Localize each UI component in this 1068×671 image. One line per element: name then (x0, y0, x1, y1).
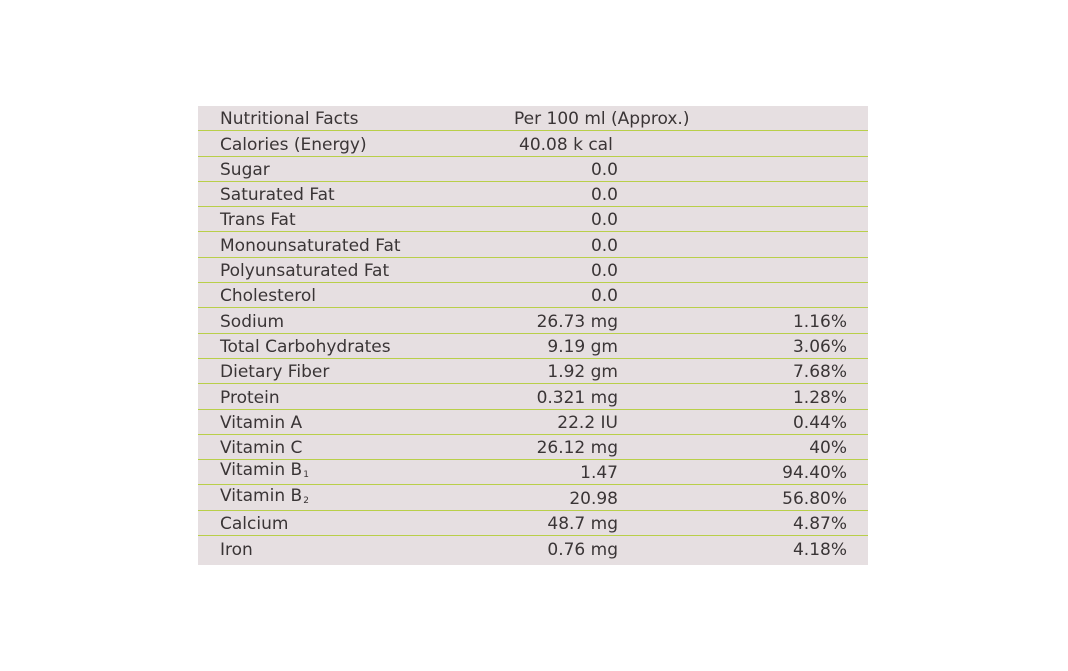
nutrient-amount: 0.0 (590, 159, 618, 180)
table-header-row: Nutritional Facts Per 100 ml (Approx.) (198, 106, 868, 132)
nutrient-name: Protein (220, 387, 280, 408)
nutrient-name: Monounsaturated Fat (220, 235, 401, 256)
nutrition-facts-table: Nutritional Facts Per 100 ml (Approx.) C… (198, 106, 868, 565)
nutrient-name: Sugar (220, 159, 270, 180)
nutrient-amount: 0.76 mg (547, 540, 618, 561)
nutrient-amount: 9.19 gm (547, 336, 618, 357)
nutrient-name-subscript: 1 (303, 470, 309, 481)
nutrient-name: Calories (Energy) (220, 134, 367, 155)
nutrient-daily-value: 4.87% (792, 514, 847, 535)
nutrient-name: Vitamin B2 (220, 485, 309, 506)
table-row: Sodium 26.73 mg 1.16% (198, 308, 868, 334)
table-row: Trans Fat 0.0 (198, 207, 868, 233)
table-row: Monounsaturated Fat 0.0 (198, 233, 868, 258)
nutrient-daily-value: 1.16% (792, 311, 847, 332)
nutrient-name: Cholesterol (220, 286, 316, 307)
nutrient-name: Total Carbohydrates (220, 336, 391, 357)
nutrient-amount: 26.12 mg (536, 438, 618, 459)
table-row: Dietary Fiber 1.92 gm 7.68% (198, 359, 868, 385)
header-nutrient-label: Nutritional Facts (220, 109, 359, 130)
nutrient-name: Iron (220, 540, 253, 561)
nutrient-amount: 22.2 IU (557, 412, 618, 433)
table-row: Cholesterol 0.0 (198, 283, 868, 309)
nutrient-name: Vitamin B1 (220, 460, 309, 481)
nutrient-amount: 1.47 (580, 463, 618, 484)
nutrient-amount: 1.92 gm (547, 362, 618, 383)
nutrient-amount: 0.0 (590, 286, 618, 307)
nutrient-name: Dietary Fiber (220, 362, 330, 383)
table-row: Polyunsaturated Fat 0.0 (198, 258, 868, 284)
nutrient-name: Polyunsaturated Fat (220, 261, 390, 282)
table-row: Total Carbohydrates 9.19 gm 3.06% (198, 334, 868, 359)
nutrient-amount: 0.0 (590, 261, 618, 282)
nutrient-name: Trans Fat (220, 210, 296, 231)
table-row: Sugar 0.0 (198, 157, 868, 182)
nutrient-amount: 0.0 (590, 210, 618, 231)
nutrient-amount: 26.73 mg (536, 311, 618, 332)
table-row: Calcium 48.7 mg 4.87% (198, 511, 868, 537)
table-row: Saturated Fat 0.0 (198, 182, 868, 208)
table-row: Vitamin B2 20.98 56.80% (198, 486, 868, 511)
nutrient-daily-value: 94.40% (782, 463, 847, 484)
nutrient-name: Saturated Fat (220, 185, 335, 206)
nutrient-amount: 0.321 mg (536, 387, 618, 408)
table-row: Protein 0.321 mg 1.28% (198, 384, 868, 410)
table-row: Iron 0.76 mg 4.18% (198, 536, 868, 561)
table-row: Vitamin B1 1.47 94.40% (198, 460, 868, 486)
nutrient-name: Vitamin A (220, 412, 303, 433)
nutrient-amount: 20.98 (569, 488, 618, 509)
nutrient-amount: 0.0 (590, 235, 618, 256)
header-amount-label: Per 100 ml (Approx.) (514, 109, 690, 130)
nutrient-daily-value: 7.68% (792, 362, 847, 383)
table-row: Vitamin A 22.2 IU 0.44% (198, 410, 868, 435)
nutrient-amount: 48.7 mg (547, 514, 618, 535)
nutrient-daily-value: 4.18% (792, 540, 847, 561)
nutrient-daily-value: 1.28% (792, 387, 847, 408)
nutrient-amount: 40.08 k cal (519, 134, 613, 155)
nutrient-name: Calcium (220, 514, 289, 535)
nutrient-daily-value: 0.44% (792, 412, 847, 433)
nutrient-daily-value: 56.80% (782, 488, 847, 509)
table-row: Vitamin C 26.12 mg 40% (198, 435, 868, 461)
nutrient-amount: 0.0 (590, 185, 618, 206)
nutrient-name-subscript: 2 (303, 495, 309, 506)
nutrient-daily-value: 40% (809, 438, 847, 459)
nutrient-name: Sodium (220, 311, 285, 332)
table-row: Calories (Energy) 40.08 k cal (198, 131, 868, 157)
nutrient-daily-value: 3.06% (792, 336, 847, 357)
nutrient-name: Vitamin C (220, 438, 303, 459)
